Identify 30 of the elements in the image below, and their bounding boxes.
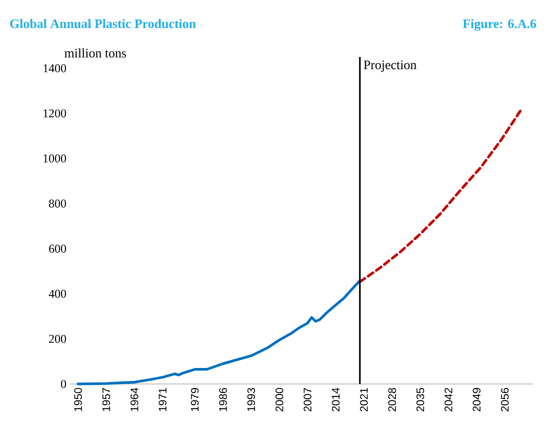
line-series — [76, 279, 362, 386]
x-tick-label: 1979 — [190, 388, 199, 412]
x-tick-label: 1964 — [130, 388, 138, 412]
y-tick-label: 400 — [48, 290, 66, 298]
y-tick-label: 1200 — [44, 109, 66, 118]
chart-subtitle: Figure: 6.A.6 — [462, 19, 536, 31]
x-tick-label: 1950 — [74, 388, 82, 412]
y-axis-title: million tons — [64, 48, 126, 58]
y-tick-label: 1000 — [44, 154, 66, 162]
y-tick-label: 600 — [49, 244, 66, 253]
x-tick-label: 2021 — [360, 388, 368, 412]
x-tick-label: 2028 — [388, 388, 396, 412]
x-tick-label: 1957 — [102, 388, 110, 412]
x-tick-label: 1971 — [158, 388, 166, 412]
x-tick-label: 2007 — [304, 388, 312, 412]
y-tick-label: 0 — [60, 380, 66, 388]
x-tick-label: 1993 — [247, 388, 256, 412]
chart-title: Global Annual Plastic Production — [10, 19, 196, 28]
y-tick-label: 200 — [49, 334, 66, 343]
x-tick-label: 2056 — [500, 388, 509, 412]
x-tick-label: 1986 — [219, 388, 227, 412]
x-tick-label: 2035 — [416, 388, 424, 412]
x-tick-label: 2049 — [472, 388, 481, 412]
x-tick-label: 2000 — [275, 388, 284, 412]
y-tick-label: 800 — [49, 200, 66, 208]
ref-line-label: Projection — [364, 60, 416, 72]
x-tick-label: 2014 — [332, 388, 340, 412]
y-tick-label: 1400 — [44, 64, 66, 72]
line-series — [358, 108, 522, 284]
x-tick-label: 2042 — [444, 388, 452, 412]
